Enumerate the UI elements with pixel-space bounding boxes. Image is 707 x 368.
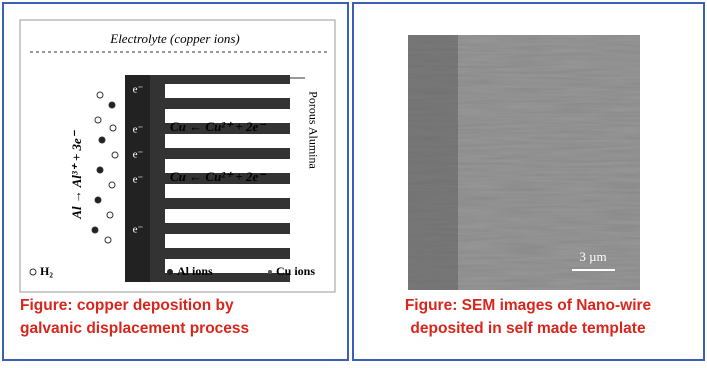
scale-bar-label: 3 µm	[579, 249, 606, 264]
electrolyte-label: Electrolyte (copper ions)	[109, 31, 239, 46]
caption-line: Figure: SEM images of Nano-wire	[405, 297, 652, 314]
legend-al-ions: Al ions	[177, 264, 213, 278]
cathode-reaction: Cu ← Cu²⁺ + 2e⁻	[170, 119, 267, 134]
legend-marker	[268, 270, 272, 274]
legend-h2: H₂	[40, 264, 53, 278]
alumina-label: Porous Alumina	[306, 91, 320, 169]
electron-label: e⁻	[133, 174, 144, 186]
sem-shadow	[408, 35, 458, 290]
electron-label: e⁻	[133, 124, 144, 136]
electron-label: e⁻	[133, 84, 144, 96]
page: Electrolyte (copper ions) Porous Alumina…	[0, 0, 707, 363]
electron-label: e⁻	[133, 149, 144, 161]
anode-reaction: Al → Al³⁺ + 3e⁻	[69, 129, 84, 220]
electron-label: e⁻	[133, 224, 144, 236]
caption-line: galvanic displacement process	[20, 320, 249, 337]
legend-marker	[167, 269, 173, 275]
cathode-reaction: Cu ← Cu²⁺ + 2e⁻	[170, 169, 267, 184]
caption-line: Figure: copper deposition by	[20, 297, 234, 314]
legend-cu-ions: Cu ions	[276, 264, 315, 278]
legend-marker	[30, 269, 36, 275]
caption-line: deposited in self made template	[410, 320, 646, 337]
